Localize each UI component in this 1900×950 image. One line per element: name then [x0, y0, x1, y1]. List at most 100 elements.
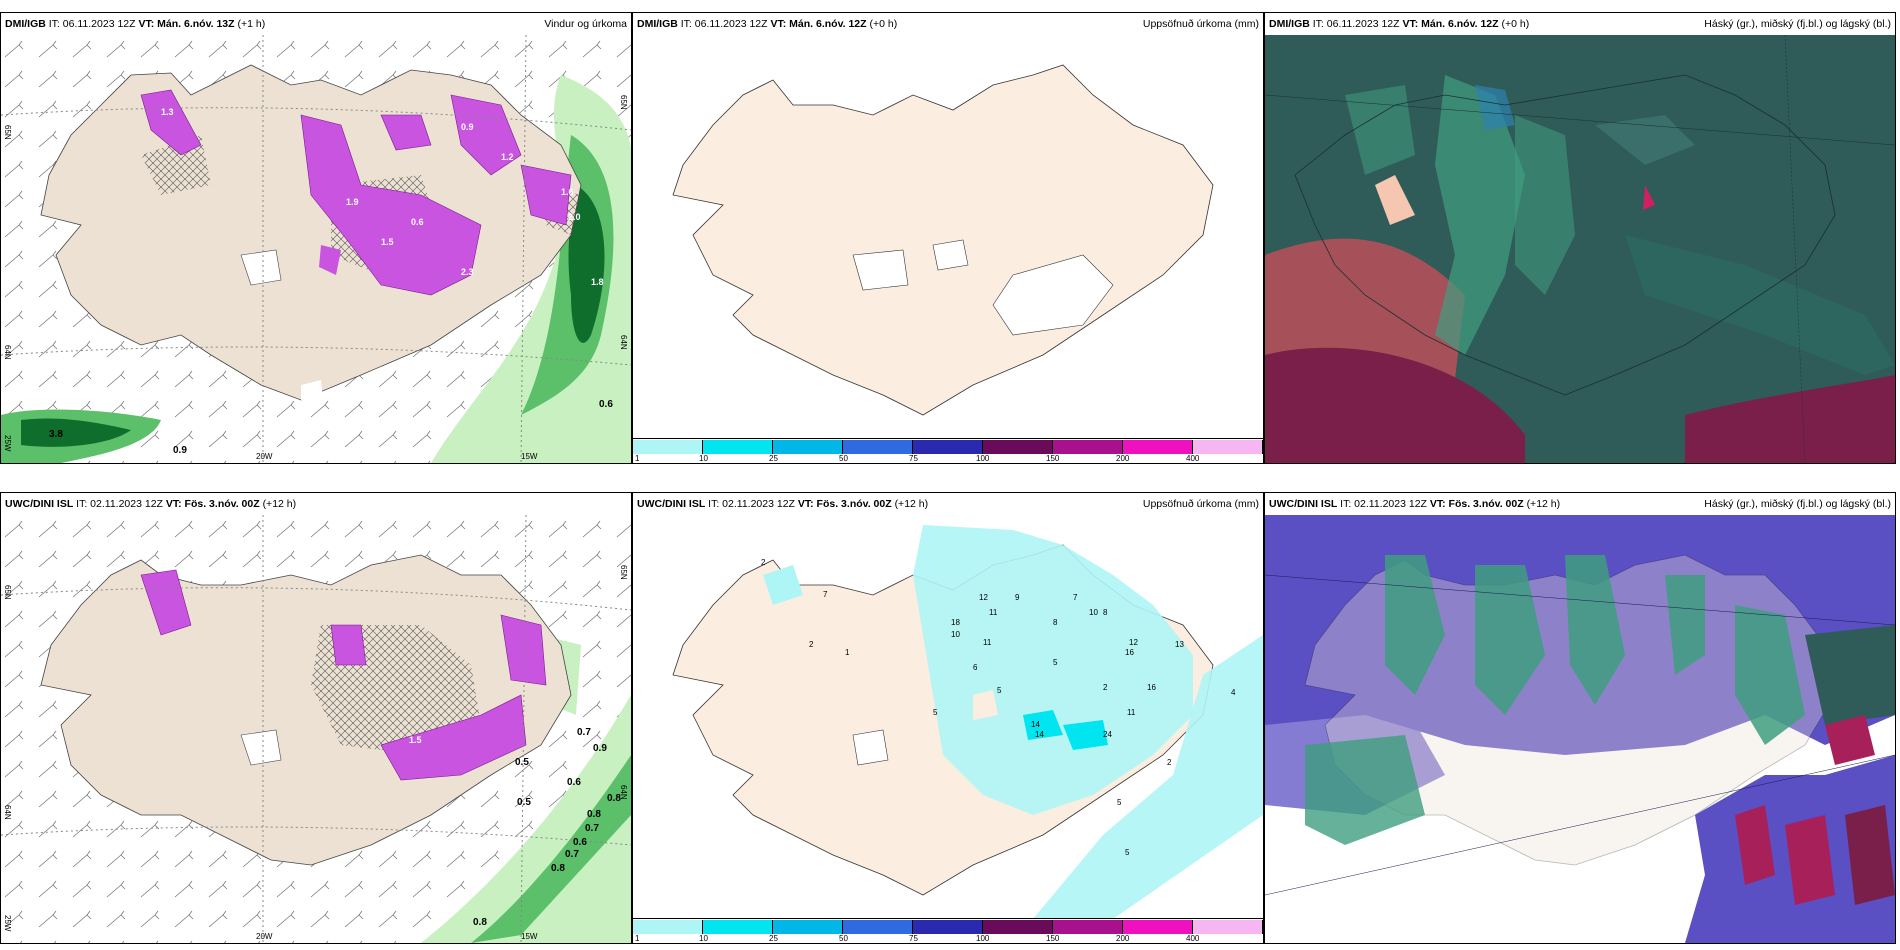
colorbar-swatch — [913, 920, 983, 934]
colorbar-swatch — [913, 440, 983, 454]
model-name: DMI/IGB — [5, 18, 46, 30]
iceland-landmass — [40, 554, 572, 866]
colorbar-tick: 50 — [839, 454, 848, 463]
lat-label: 65N — [619, 95, 628, 110]
precip-value: 0.7 — [565, 849, 579, 860]
colorbar-tick: 25 — [769, 934, 778, 943]
valid-time: VT: Fös. 3.nóv. 00Z — [165, 498, 260, 510]
precip-value: 2 — [809, 640, 814, 649]
init-time: IT: 02.11.2023 12Z — [708, 498, 795, 510]
init-time: IT: 06.11.2023 12Z — [680, 18, 768, 30]
precip-value: 2.3 — [461, 267, 474, 277]
colorbar-tick: 200 — [1116, 454, 1130, 463]
precip-value: 1.6 — [561, 187, 574, 197]
map-panel-wind-precip-dmi: DMI/IGB IT: 06.11.2023 12Z VT: Mán. 6.nó… — [0, 12, 632, 464]
colorbar-tick: 400 — [1186, 454, 1200, 463]
colorbar-tick: 1 — [635, 454, 640, 463]
precip-value: 5 — [1125, 848, 1130, 857]
colorbar-swatch — [633, 440, 703, 454]
precip-value: 5 — [1117, 798, 1122, 807]
precip-value: 10 — [951, 630, 960, 639]
precip-value: 16 — [1147, 683, 1156, 692]
valid-time: VT: Mán. 6.nóv. 12Z — [1402, 18, 1499, 30]
accum-precip-map — [672, 64, 1214, 416]
precip-value: 0.9 — [593, 743, 607, 754]
precip-value: 10 — [1089, 608, 1098, 617]
colorbar-swatch — [1123, 920, 1193, 934]
precip-value: 0.8 — [587, 809, 601, 820]
colorbar-tick: 75 — [909, 934, 918, 943]
colorbar-swatch — [703, 440, 773, 454]
lat-label: 64N — [619, 785, 628, 800]
lon-label: 20W — [256, 452, 273, 461]
precip-value: 2 — [761, 558, 766, 567]
precip-value: 0.5 — [515, 757, 529, 768]
precip-value: 0.9 — [173, 445, 187, 456]
colorbar-tick: 10 — [699, 934, 708, 943]
colorbar-tick: 150 — [1046, 454, 1060, 463]
map-panel-wind-precip-uwc: UWC/DINI ISL IT: 02.11.2023 12Z VT: Fös.… — [0, 492, 632, 944]
precip-value: 11 — [1127, 708, 1136, 717]
colorbar-tick: 10 — [699, 454, 708, 463]
panel-header: UWC/DINI ISL IT: 02.11.2023 12Z VT: Fös.… — [633, 493, 1263, 515]
precip-value: 3.8 — [49, 429, 63, 440]
colorbar-tick: 200 — [1116, 934, 1130, 943]
colorbar-swatch — [843, 440, 913, 454]
panel-header: UWC/DINI ISL IT: 02.11.2023 12Z VT: Fös.… — [1, 493, 631, 515]
valid-time: VT: Mán. 6.nóv. 13Z — [138, 18, 235, 30]
valid-time: VT: Fös. 3.nóv. 00Z — [1429, 498, 1524, 510]
lead-time: (+0 h) — [1501, 18, 1530, 30]
precip-value: 13 — [1175, 640, 1184, 649]
lat-label: 64N — [3, 805, 12, 820]
panel-title: Háský (gr.), miðský (fj.bl.) og lágský (… — [1704, 18, 1891, 30]
colorbar-tick: 150 — [1046, 934, 1060, 943]
precip-value: 1 — [845, 648, 850, 657]
colorbar-swatch — [703, 920, 773, 934]
precip-value: 14 — [1035, 730, 1044, 739]
colorbar-swatch — [773, 920, 843, 934]
lead-time: (+1 h) — [237, 18, 266, 30]
colorbar-swatch — [1193, 920, 1263, 934]
panel-title: Háský (gr.), miðský (fj.bl.) og lágský (… — [1704, 498, 1891, 510]
precip-value: 2 — [1103, 683, 1108, 692]
valid-time: VT: Fös. 3.nóv. 00Z — [797, 498, 892, 510]
precip-value: 0.5 — [517, 797, 531, 808]
panel-header: UWC/DINI ISL IT: 02.11.2023 12Z VT: Fös.… — [1265, 493, 1895, 515]
lon-label: 15W — [521, 932, 538, 941]
precip-value: 6 — [973, 663, 978, 672]
lead-time: (+12 h) — [262, 498, 297, 510]
model-name: UWC/DINI ISL — [1269, 498, 1338, 510]
precip-value: 0.7 — [585, 823, 599, 834]
panel-title: Uppsöfnuð úrkoma (mm) — [1142, 498, 1259, 510]
iceland-landmass — [672, 64, 1214, 416]
map-panel-clouds-dmi: DMI/IGB IT: 06.11.2023 12Z VT: Mán. 6.nó… — [1264, 12, 1896, 464]
precip-value: 0.8 — [551, 863, 565, 874]
lead-time: (+12 h) — [1526, 498, 1561, 510]
colorbar-swatch — [983, 440, 1053, 454]
precip-value: 5 — [933, 708, 938, 717]
colorbar-swatch — [1053, 440, 1123, 454]
colorbar-swatch — [773, 440, 843, 454]
model-name: UWC/DINI ISL — [637, 498, 706, 510]
valid-time: VT: Mán. 6.nóv. 12Z — [770, 18, 867, 30]
precip-value: 2 — [1167, 758, 1172, 767]
lat-label: 65N — [3, 125, 12, 140]
lon-label: 25W — [3, 435, 12, 452]
precip-value: 8 — [1053, 618, 1058, 627]
precip-value: 4 — [1231, 688, 1236, 697]
panel-header: DMI/IGB IT: 06.11.2023 12Z VT: Mán. 6.nó… — [633, 13, 1263, 35]
lat-label: 65N — [3, 585, 12, 600]
lat-label: 64N — [3, 345, 12, 360]
cloud-cover-map — [1265, 35, 1895, 463]
precip-value: 24 — [1103, 730, 1112, 739]
precip-value: 2.0 — [568, 212, 581, 222]
precip-value: 5 — [997, 686, 1002, 695]
map-panel-accum-precip-dmi: DMI/IGB IT: 06.11.2023 12Z VT: Mán. 6.nó… — [632, 12, 1264, 464]
precip-value: 1.8 — [591, 277, 604, 287]
colorbar-swatch — [1123, 440, 1193, 454]
precip-value: 12 — [1129, 638, 1138, 647]
wind-precip-map: 1.3 0.9 1.2 1.6 1.9 0.6 1.5 2.3 2.0 1.8 … — [1, 35, 631, 463]
precip-value: 0.6 — [411, 217, 424, 227]
map-panel-accum-precip-uwc: UWC/DINI ISL IT: 02.11.2023 12Z VT: Fös.… — [632, 492, 1264, 944]
model-name: DMI/IGB — [1269, 18, 1310, 30]
